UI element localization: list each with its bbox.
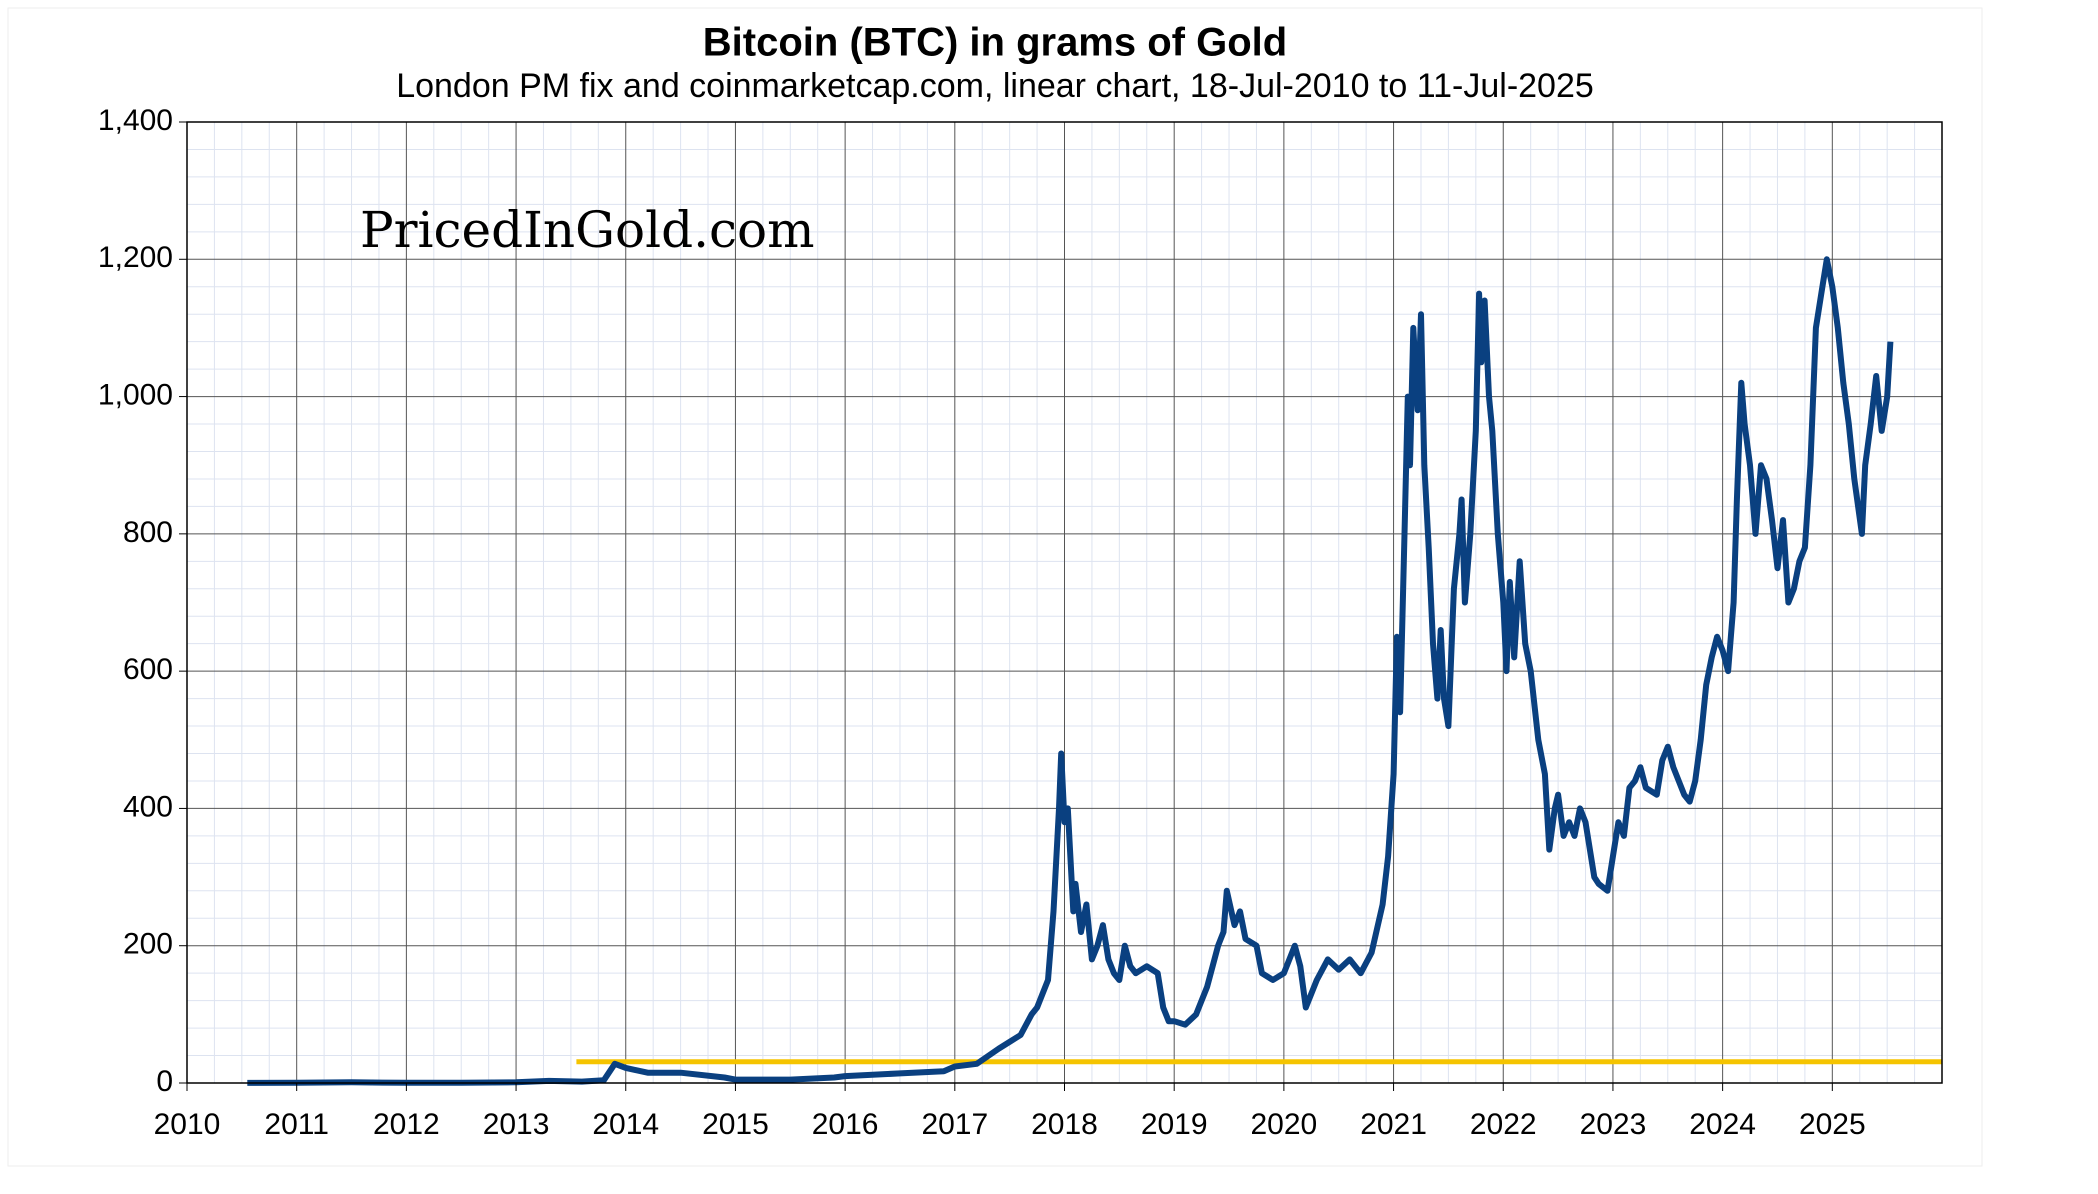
x-tick-label: 2024 — [1689, 1108, 1756, 1141]
x-tick-label: 2017 — [921, 1108, 988, 1141]
chart-title: Bitcoin (BTC) in grams of Gold — [703, 21, 1287, 65]
x-tick-label: 2021 — [1360, 1108, 1427, 1141]
y-tick-label: 0 — [156, 1065, 173, 1098]
x-tick-label: 2013 — [483, 1108, 550, 1141]
y-tick-label: 1,000 — [98, 378, 173, 411]
x-tick-label: 2023 — [1580, 1108, 1647, 1141]
y-tick-label: 800 — [123, 516, 173, 549]
x-tick-label: 2019 — [1141, 1108, 1208, 1141]
y-tick-label: 200 — [123, 928, 173, 961]
series-line — [247, 256, 1894, 1086]
y-tick-label: 400 — [123, 790, 173, 823]
x-tick-label: 2010 — [154, 1108, 221, 1141]
y-tick-label: 1,400 — [98, 104, 173, 137]
lines — [247, 256, 1942, 1086]
x-tick-label: 2022 — [1470, 1108, 1537, 1141]
x-tick-label: 2011 — [264, 1108, 329, 1141]
chart-subtitle: London PM fix and coinmarketcap.com, lin… — [396, 67, 1594, 105]
frame — [7, 7, 1983, 1167]
y-tick-label: 1,200 — [98, 241, 173, 274]
x-tick-label: 2015 — [702, 1108, 769, 1141]
x-tick-label: 2025 — [1799, 1108, 1866, 1141]
x-tick-label: 2020 — [1251, 1108, 1318, 1141]
x-tick-label: 2012 — [373, 1108, 440, 1141]
x-tick-label: 2014 — [592, 1108, 659, 1141]
x-tick-label: 2016 — [812, 1108, 879, 1141]
y-tick-label: 600 — [123, 653, 173, 686]
watermark: PricedInGold.com — [360, 201, 815, 259]
x-tick-label: 2018 — [1031, 1108, 1098, 1141]
